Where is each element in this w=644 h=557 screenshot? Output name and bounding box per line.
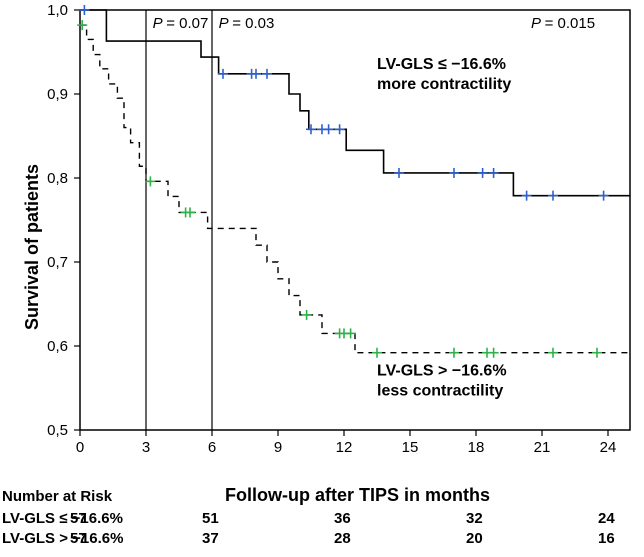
risk-value: 32 — [466, 510, 483, 527]
risk-row-label-0: LV-GLS ≤ −16.6% — [2, 510, 123, 527]
risk-value: 36 — [334, 510, 351, 527]
risk-value: 57 — [70, 530, 87, 547]
xtick-label: 24 — [600, 439, 617, 456]
chart-annotation-0: LV-GLS ≤ −16.6% — [377, 56, 506, 73]
ytick-label: 1,0 — [47, 2, 68, 19]
p-value-label: P = 0.03 — [219, 15, 275, 32]
risk-table-header: Number at Risk — [2, 488, 112, 505]
risk-value: 20 — [466, 530, 483, 547]
risk-value: 28 — [334, 530, 351, 547]
risk-value: 57 — [70, 510, 87, 527]
y-axis-label: Survival of patients — [22, 164, 43, 330]
risk-value: 16 — [598, 530, 615, 547]
risk-value: 51 — [202, 510, 219, 527]
p-value-label: P = 0.07 — [153, 15, 209, 32]
xtick-label: 0 — [76, 439, 84, 456]
risk-value: 37 — [202, 530, 219, 547]
chart-annotation-1: LV-GLS > −16.6% — [377, 362, 507, 379]
risk-row-label-1: LV-GLS > −16.6% — [2, 530, 123, 547]
xtick-label: 6 — [208, 439, 216, 456]
ytick-label: 0,9 — [47, 86, 68, 103]
chart-annotation-1: less contractility — [377, 382, 503, 399]
risk-value: 24 — [598, 510, 615, 527]
xtick-label: 21 — [534, 439, 551, 456]
km-chart: 0,50,60,70,80,91,003691215182124P = 0.07… — [0, 0, 644, 552]
ytick-label: 0,8 — [47, 170, 68, 187]
ytick-label: 0,7 — [47, 254, 68, 271]
xtick-label: 3 — [142, 439, 150, 456]
xtick-label: 12 — [336, 439, 353, 456]
xtick-label: 9 — [274, 439, 282, 456]
chart-annotation-0: more contractility — [377, 76, 511, 93]
xtick-label: 18 — [468, 439, 485, 456]
p-value-label: P = 0.015 — [531, 15, 595, 32]
ytick-label: 0,6 — [47, 338, 68, 355]
plot-bg — [80, 10, 630, 430]
x-axis-label: Follow-up after TIPS in months — [225, 485, 490, 506]
ytick-label: 0,5 — [47, 422, 68, 439]
xtick-label: 15 — [402, 439, 419, 456]
